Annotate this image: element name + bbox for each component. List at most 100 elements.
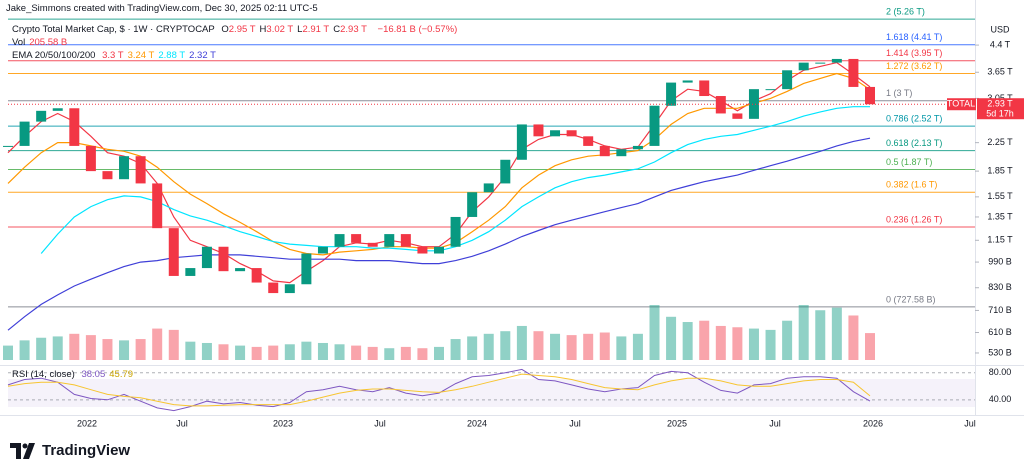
candle: [632, 145, 643, 150]
volume-bar: [235, 345, 246, 360]
volume-bar: [102, 339, 113, 360]
candle: [152, 183, 163, 229]
candle: [533, 124, 544, 137]
symbol: Crypto Total Market Cap, $ · 1W · CRYPTO…: [12, 24, 215, 35]
volume-bar: [434, 346, 444, 360]
candle: [185, 268, 196, 276]
volume-bar: [715, 325, 726, 360]
volume-bar: [36, 337, 47, 360]
volume-bar: [152, 328, 163, 360]
fib-label: 0.618 (2.13 T): [886, 138, 942, 148]
volume-bar: [334, 344, 345, 360]
volume-bar: [69, 333, 80, 360]
x-tick-label: 2022: [77, 418, 97, 428]
volume-bar: [748, 328, 759, 360]
volume-bar: [3, 345, 13, 360]
ema-label: EMA 20/50/100/200: [12, 50, 96, 61]
ema-value: 2.88 T: [158, 50, 186, 61]
candle: [135, 156, 146, 184]
candle: [599, 145, 610, 157]
candle: [815, 62, 826, 64]
volume-bar: [500, 331, 511, 360]
candle: [516, 124, 527, 160]
fib-label: 1.272 (3.62 T): [886, 61, 942, 71]
y-tick-label: 2.25 T: [987, 137, 1013, 147]
candle: [301, 253, 312, 285]
rsi-value: 38.05: [81, 369, 106, 380]
y-tick-label: 1.55 T: [987, 191, 1013, 201]
candle: [3, 145, 13, 147]
ema-line: [7, 61, 871, 284]
volume-bar: [351, 345, 362, 360]
volume-bar: [201, 342, 212, 360]
candle: [168, 228, 179, 276]
x-tick-label: Jul: [569, 418, 581, 428]
fib-label: 2 (5.26 T): [886, 6, 925, 16]
ohlc-value: 3.02 T: [266, 24, 294, 35]
rsi-label: RSI (14, close): [12, 369, 75, 380]
candle: [865, 86, 875, 105]
candle: [85, 145, 96, 172]
candle: [351, 234, 362, 243]
candle: [682, 80, 693, 83]
fib-label: 0.5 (1.87 T): [886, 157, 932, 167]
candle: [367, 242, 378, 247]
volume-bar: [516, 325, 527, 360]
candle: [284, 284, 295, 294]
volume-bar: [599, 332, 610, 360]
vol-value: 205.58 B: [29, 37, 68, 48]
rsi-row: RSI (14, close) 38.05 45.79: [12, 369, 137, 380]
fib-label: 1.618 (4.41 T): [886, 32, 942, 42]
y-tick-label: 1.35 T: [987, 211, 1013, 221]
y-tick-label: 1.85 T: [987, 165, 1013, 175]
candle: [467, 192, 478, 217]
rsi-line: [7, 368, 871, 412]
y-tick-label: 530 B: [988, 347, 1012, 357]
candle: [251, 268, 262, 283]
fib-label: 0.786 (2.52 T): [886, 114, 942, 124]
volume-bar: [865, 333, 875, 360]
candle: [500, 159, 511, 184]
y-tick-label: 990 B: [988, 256, 1012, 266]
volume-bar: [450, 339, 461, 360]
ema-line: [7, 137, 871, 331]
x-tick-label: Jul: [176, 418, 188, 428]
candle: [69, 108, 80, 146]
ohlc-key: H: [259, 24, 267, 35]
volume-bar: [831, 307, 842, 360]
ohlc-key: O: [221, 24, 229, 35]
volume-bar: [682, 322, 693, 360]
candle: [583, 136, 594, 146]
x-tick-label: Jul: [374, 418, 386, 428]
rsi-band: [8, 379, 975, 407]
y-tick-label: 830 B: [988, 282, 1012, 292]
candle: [798, 62, 809, 71]
currency-label: USD: [990, 24, 1010, 34]
candle: [666, 82, 677, 106]
candle: [102, 171, 113, 180]
y-tick-label: 3.65 T: [987, 67, 1013, 77]
candle: [483, 183, 494, 193]
ema-value: 2.32 T: [189, 50, 216, 61]
volume-bar: [268, 345, 279, 360]
volume-bar: [616, 336, 627, 360]
candle: [119, 156, 130, 180]
y-tick-label: 610 B: [988, 327, 1012, 337]
candle: [848, 58, 859, 87]
candle: [566, 130, 577, 137]
candle: [268, 282, 279, 294]
fib-label: 1 (3 T): [886, 88, 912, 98]
ohlc-value: 2.95 T: [228, 24, 256, 35]
y-tick-label: 4.4 T: [990, 39, 1011, 49]
volume-bar: [666, 316, 677, 360]
candle: [19, 121, 30, 146]
symbol-row: Crypto Total Market Cap, $ · 1W · CRYPTO…: [12, 24, 461, 35]
rsi-tick-label: 80.00: [989, 367, 1012, 377]
ohlc: O2.95 T H3.02 T L2.91 T C2.93 T: [221, 24, 371, 35]
volume-bar: [417, 348, 428, 360]
volume-bar: [765, 329, 776, 360]
last-price-label: 2.93 T: [987, 99, 1013, 109]
candle: [434, 246, 444, 254]
x-tick-label: 2024: [467, 418, 487, 428]
